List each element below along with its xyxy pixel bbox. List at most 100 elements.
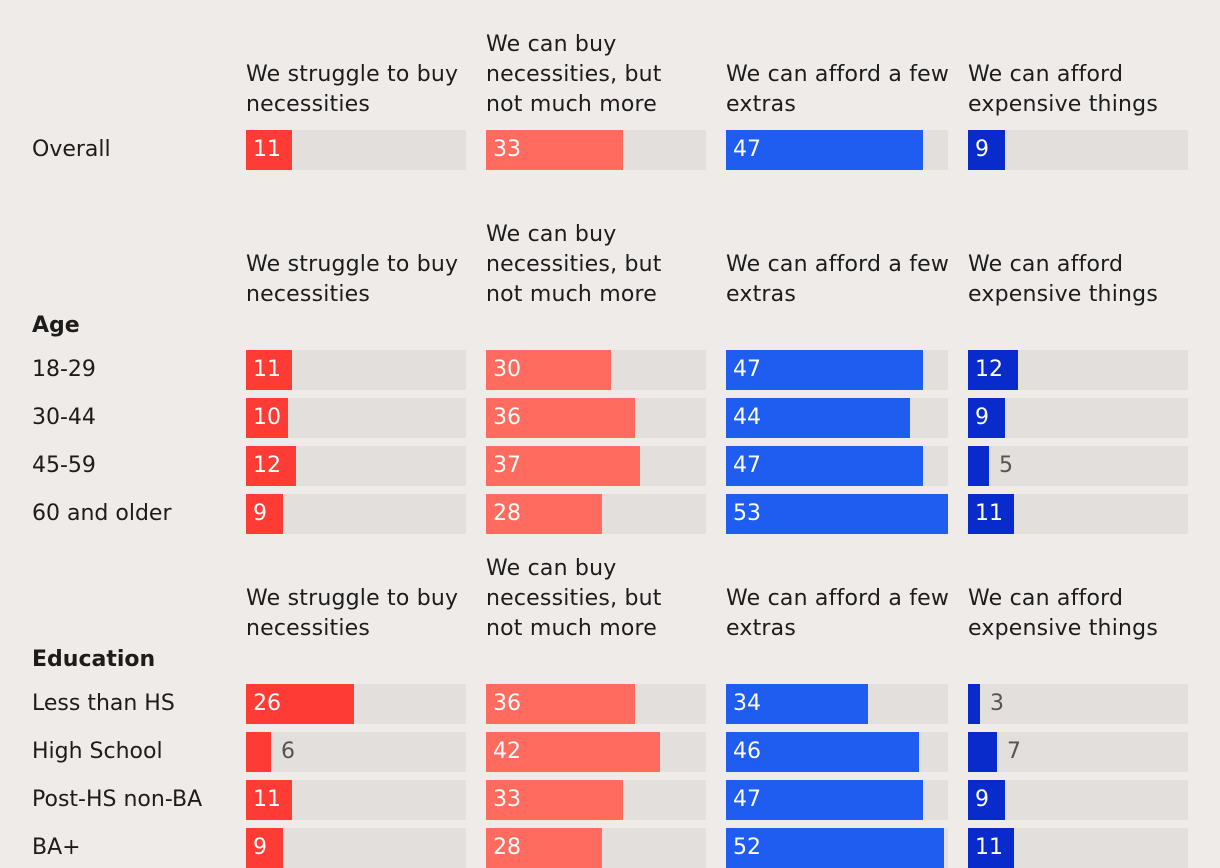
data-label: 9	[975, 137, 989, 162]
data-label: 7	[1007, 739, 1021, 764]
data-label: 11	[975, 835, 1003, 860]
bar-track: 6	[246, 732, 466, 772]
data-label: 46	[733, 739, 761, 764]
bar	[968, 398, 1005, 438]
row-label: Overall	[32, 137, 111, 162]
bar	[968, 446, 989, 486]
data-label: 33	[493, 137, 521, 162]
bar-track: 36	[486, 684, 706, 724]
data-label: 47	[733, 453, 761, 478]
data-label: 47	[733, 787, 761, 812]
bar	[246, 350, 292, 390]
bar-track: 5	[968, 446, 1188, 486]
bar	[486, 494, 602, 534]
column-header: We struggle to buy necessities	[246, 586, 459, 641]
data-label: 44	[733, 405, 761, 430]
bar-track: 11	[246, 780, 466, 820]
data-label: 9	[253, 835, 267, 860]
bar-track: 9	[968, 780, 1188, 820]
bar-track: 28	[486, 494, 706, 534]
row-label: 45-59	[32, 453, 96, 478]
data-label: 12	[975, 357, 1003, 382]
column-header: We can afford a few extras	[726, 586, 950, 641]
bar	[246, 828, 283, 868]
data-label: 36	[493, 405, 521, 430]
bar	[486, 780, 623, 820]
bar-track: 9	[968, 398, 1188, 438]
column-header: We struggle to buy necessities	[246, 62, 459, 117]
bar	[968, 350, 1018, 390]
data-label: 10	[253, 405, 281, 430]
bar	[486, 732, 660, 772]
bar-track: 10	[246, 398, 466, 438]
data-label: 9	[975, 787, 989, 812]
bar-track: 11	[968, 494, 1188, 534]
bar	[968, 732, 997, 772]
data-label: 11	[975, 501, 1003, 526]
bar-track: 26	[246, 684, 466, 724]
row-label: 30-44	[32, 405, 96, 430]
row-label: High School	[32, 739, 163, 764]
data-label: 28	[493, 835, 521, 860]
section-title: Age	[32, 313, 80, 338]
data-label: 9	[975, 405, 989, 430]
bar-track: 36	[486, 398, 706, 438]
bar	[486, 828, 602, 868]
bar-track: 47	[726, 780, 948, 820]
bar	[968, 828, 1014, 868]
column-header: We can afford a few extras	[726, 252, 950, 307]
data-label: 47	[733, 357, 761, 382]
bar-track: 9	[968, 130, 1188, 170]
column-header: We can buy necessities, but not much mor…	[486, 556, 662, 641]
column-header: We can afford a few extras	[726, 62, 950, 117]
data-label: 12	[253, 453, 281, 478]
bar-track: 12	[968, 350, 1188, 390]
data-label: 6	[281, 739, 295, 764]
bar-track: 42	[486, 732, 706, 772]
bar	[968, 780, 1005, 820]
bar	[726, 446, 923, 486]
row-label: BA+	[32, 835, 81, 860]
bar-track: 37	[486, 446, 706, 486]
data-label: 3	[990, 691, 1004, 716]
bar	[726, 684, 868, 724]
column-header: We can afford expensive things	[968, 586, 1158, 641]
row-label: Less than HS	[32, 691, 175, 716]
bar	[246, 684, 354, 724]
column-header: We can buy necessities, but not much mor…	[486, 222, 662, 307]
bar	[726, 398, 910, 438]
bar	[726, 780, 923, 820]
bar-track: 12	[246, 446, 466, 486]
bar-track: 11	[968, 828, 1188, 868]
bar	[246, 130, 292, 170]
bar	[486, 684, 635, 724]
bar	[726, 828, 944, 868]
bar-track: 11	[246, 350, 466, 390]
bar	[968, 130, 1005, 170]
data-label: 11	[253, 137, 281, 162]
bar-track: 44	[726, 398, 948, 438]
bar-track: 34	[726, 684, 948, 724]
row-label: Post-HS non-BA	[32, 787, 203, 812]
bar	[726, 350, 923, 390]
bar-track: 3	[968, 684, 1188, 724]
bar	[726, 130, 923, 170]
bar-track: 52	[726, 828, 948, 868]
bar	[726, 732, 919, 772]
column-header: We struggle to buy necessities	[246, 252, 459, 307]
bar	[968, 684, 980, 724]
bar	[246, 780, 292, 820]
data-label: 52	[733, 835, 761, 860]
bar	[726, 494, 948, 534]
row-label: 60 and older	[32, 501, 172, 526]
data-label: 42	[493, 739, 521, 764]
bar	[968, 494, 1014, 534]
bar-track: 47	[726, 130, 948, 170]
data-label: 9	[253, 501, 267, 526]
section-title: Education	[32, 647, 156, 672]
data-label: 36	[493, 691, 521, 716]
bar-track: 33	[486, 130, 706, 170]
bar	[486, 398, 635, 438]
bar	[246, 494, 283, 534]
